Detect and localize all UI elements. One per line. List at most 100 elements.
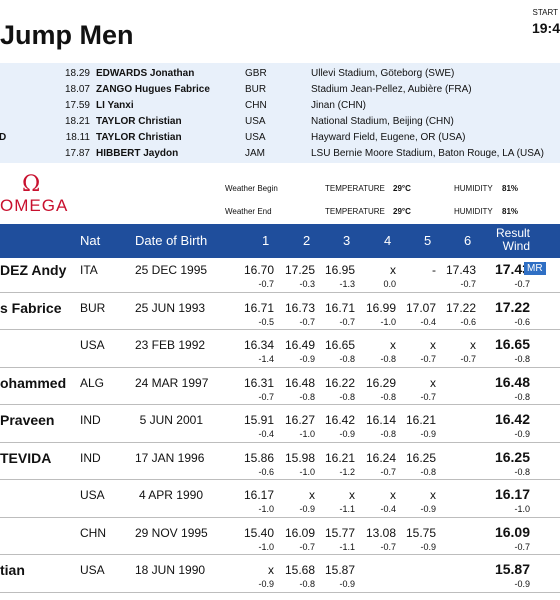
attempt-wind-6: -0.7 xyxy=(460,279,476,289)
attempt-2: 15.68 xyxy=(284,563,315,577)
result-value: 17.43 xyxy=(494,261,530,277)
result-value: 15.87 xyxy=(494,561,530,577)
record-venue: Hayward Field, Eugene, OR (USA) xyxy=(311,132,466,143)
athlete-nat: BUR xyxy=(80,300,106,315)
attempt-5: x xyxy=(430,375,436,390)
result-value: 16.42 xyxy=(494,411,530,427)
records-table: 18.29 EDWARDS Jonathan GBR Ullevi Stadium, … xyxy=(0,63,560,163)
attempt-wind-1: -0.7 xyxy=(258,279,274,289)
attempt-wind-5: -0.9 xyxy=(420,504,436,514)
record-row: 18.29 EDWARDS Jonathan GBR Ullevi Stadium, … xyxy=(0,66,560,82)
attempt-2: 16.48 xyxy=(284,375,315,390)
attempt-3: x xyxy=(349,488,355,502)
record-nat: CHN xyxy=(245,100,267,111)
athlete-dob: 4 APR 1990 xyxy=(138,488,203,502)
attempt-4: x xyxy=(390,263,396,277)
attempt-wind-1: -0.5 xyxy=(258,316,274,327)
record-mark: 18.11 xyxy=(65,132,90,143)
header-wind: Wind xyxy=(502,238,530,253)
attempt-4: 16.14 xyxy=(365,413,396,427)
record-mark: 18.21 xyxy=(64,116,90,127)
record-row: 17.59 LI Yanxi CHN Jinan (CHN) xyxy=(0,98,560,114)
result-wind: -0.6 xyxy=(514,316,530,327)
record-row: 18.21 TAYLOR Christian USA National Stadium… xyxy=(0,114,560,130)
record-row: 18.07 ZANGO Hugues Fabrice BUR Stadium Jean… xyxy=(0,82,560,98)
record-venue: LSU Bernie Moore Stadium, Baton Rouge, L… xyxy=(311,148,544,159)
header-dob: Date of Birth xyxy=(135,233,208,248)
attempt-1: 16.31 xyxy=(243,375,274,390)
record-code: D xyxy=(0,132,7,143)
attempt-wind-1: -0.7 xyxy=(258,391,274,402)
attempt-2: 16.09 xyxy=(284,525,315,540)
start-time: 19:4 xyxy=(531,20,560,36)
athlete-dob: 18 JUN 1990 xyxy=(135,563,206,577)
record-venue: National Stadium, Beijing (CHN) xyxy=(311,116,454,127)
header-attempt-3: 3 xyxy=(343,233,351,248)
weather-end-label: Weather End xyxy=(225,207,272,216)
athlete-name: DEZ Andy xyxy=(0,262,67,278)
attempt-wind-5: -0.7 xyxy=(420,354,436,364)
attempt-wind-2: -0.8 xyxy=(299,391,315,402)
attempt-wind-4: -1.0 xyxy=(380,316,396,327)
attempt-2: 15.98 xyxy=(284,450,315,465)
record-nat: USA xyxy=(245,116,266,127)
record-holder: TAYLOR Christian xyxy=(96,132,182,143)
record-nat: GBR xyxy=(245,68,267,79)
attempt-4: 13.08 xyxy=(365,525,396,540)
attempt-2: 17.25 xyxy=(284,263,315,277)
athlete-nat: ITA xyxy=(80,263,98,277)
athlete-name: s Fabrice xyxy=(0,299,62,316)
attempt-3: 16.22 xyxy=(324,375,355,390)
start-label: START xyxy=(532,8,558,17)
attempt-wind-3: -0.9 xyxy=(339,429,355,439)
omega-logo-icon: Ω xyxy=(22,172,41,197)
results-table-header: Nat Date of Birth 1 2 3 4 5 6 Result Win… xyxy=(0,224,560,258)
athlete-dob: 23 FEB 1992 xyxy=(135,338,206,352)
attempt-wind-5: -0.4 xyxy=(420,316,436,327)
result-wind: -0.9 xyxy=(514,429,530,439)
attempt-wind-2: -1.0 xyxy=(299,466,315,477)
attempt-5: 16.21 xyxy=(405,413,436,427)
table-row: CHN 29 NOV 1995 15.40 -1.0 16.09 -0.7 15.77 -1.… xyxy=(0,522,560,555)
result-value: 17.22 xyxy=(494,298,530,315)
attempt-wind-1: -1.0 xyxy=(258,504,274,514)
weather-begin-temp: 29°C xyxy=(393,184,411,193)
record-holder: HIBBERT Jaydon xyxy=(96,148,179,159)
attempt-3: 15.77 xyxy=(324,525,355,540)
attempt-wind-5: -0.9 xyxy=(420,429,436,439)
attempt-wind-4: -0.4 xyxy=(380,504,396,514)
attempt-wind-5: -0.9 xyxy=(420,541,436,552)
attempt-2: 16.49 xyxy=(284,338,315,352)
header-attempt-4: 4 xyxy=(384,233,392,248)
record-nat: BUR xyxy=(245,84,267,95)
attempt-wind-4: -0.7 xyxy=(380,466,396,477)
attempt-4: 16.99 xyxy=(365,300,396,315)
table-row: Praveen IND 5 JUN 2001 15.91 -0.4 16.27 -1.0 16… xyxy=(0,409,560,443)
table-row: s Fabrice BUR 25 JUN 1993 16.71 -0.5 16.73 -0.… xyxy=(0,297,560,330)
result-value: 16.17 xyxy=(494,486,530,502)
weather-begin-temp-label: TEMPERATURE xyxy=(325,184,385,193)
attempt-wind-4: -0.7 xyxy=(380,541,396,552)
result-wind: -0.9 xyxy=(514,579,530,589)
attempt-wind-2: -0.3 xyxy=(299,279,315,289)
record-nat: JAM xyxy=(245,148,265,159)
attempt-wind-1: -1.4 xyxy=(258,354,274,364)
weather-end-humidity: 81% xyxy=(502,207,519,216)
attempt-1: 16.34 xyxy=(243,338,274,352)
attempt-5: x xyxy=(430,488,436,502)
athlete-dob: 24 MAR 1997 xyxy=(135,375,209,390)
attempt-3: 16.95 xyxy=(324,263,355,277)
attempt-3: 16.65 xyxy=(324,338,355,352)
attempt-wind-1: -0.9 xyxy=(258,579,274,589)
page-title: Jump Men xyxy=(0,20,134,50)
attempt-1: 15.40 xyxy=(243,525,274,540)
record-mark: 18.07 xyxy=(64,84,90,95)
attempt-5: 16.25 xyxy=(405,450,436,465)
attempt-4: 16.29 xyxy=(365,375,396,390)
attempt-4: x xyxy=(390,488,396,502)
attempt-wind-3: -0.8 xyxy=(339,354,355,364)
weather-end-temp-label: TEMPERATURE xyxy=(325,207,385,216)
header-attempt-6: 6 xyxy=(464,233,472,248)
result-value: 16.25 xyxy=(494,448,530,465)
athlete-nat: IND xyxy=(80,450,101,465)
